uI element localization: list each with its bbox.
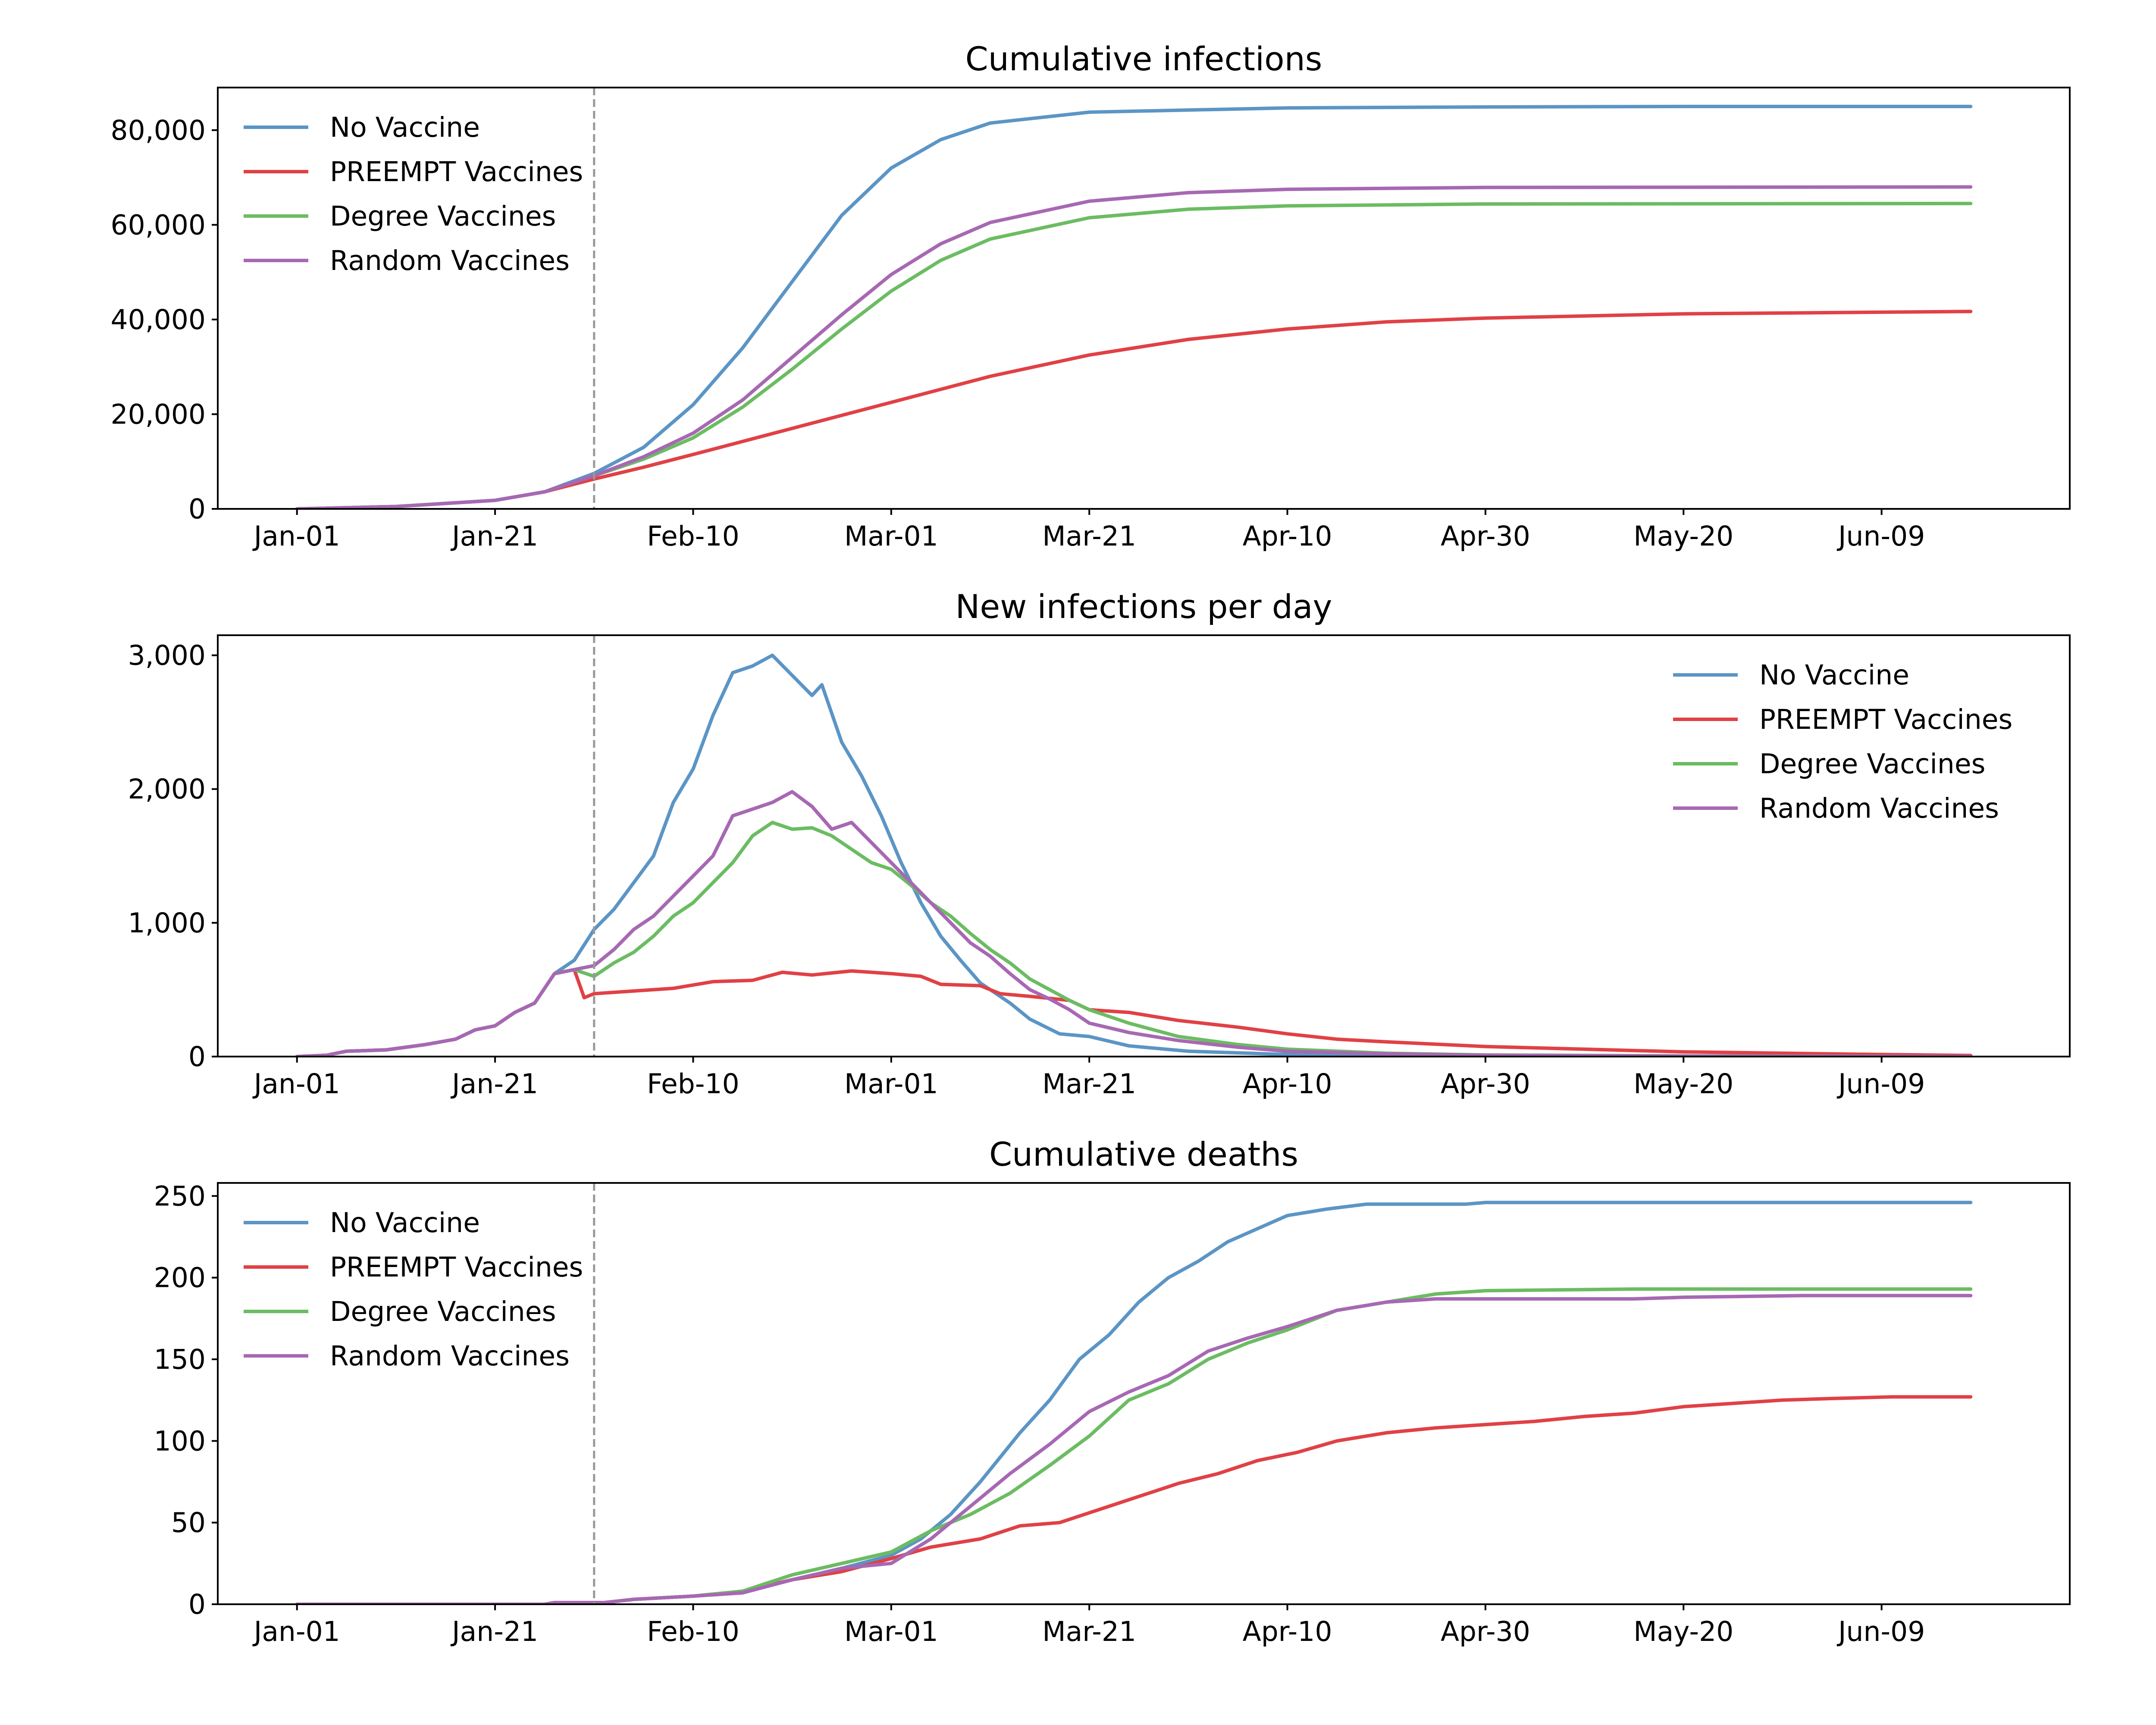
y-tick-label: 0 [188, 1589, 206, 1620]
y-tick-label: 2,000 [128, 774, 206, 805]
chart-title: New infections per day [955, 587, 1332, 626]
x-tick-label: Apr-10 [1243, 1616, 1332, 1647]
y-tick-label: 250 [154, 1180, 206, 1212]
x-tick-label: Jun-09 [1836, 1616, 1925, 1647]
legend-label-random-vaccines: Random Vaccines [330, 1340, 570, 1372]
x-tick-label: Mar-01 [844, 1616, 938, 1647]
y-tick-label: 100 [154, 1425, 206, 1457]
x-tick-label: May-20 [1633, 521, 1733, 552]
plot-frame [217, 634, 2071, 1057]
x-tick-label: Jan-01 [252, 1616, 340, 1647]
x-tick-label: Jan-01 [252, 521, 340, 552]
y-tick-label: 150 [154, 1344, 206, 1375]
legend-label-no-vaccine: No Vaccine [330, 1207, 480, 1239]
x-tick-label: Apr-30 [1441, 1068, 1530, 1100]
x-tick-label: Apr-30 [1441, 1616, 1530, 1647]
x-tick-label: Mar-01 [844, 521, 938, 552]
series-line-degree-vaccines [295, 821, 1973, 1057]
x-tick-label: Feb-10 [647, 1068, 739, 1100]
legend-label-preempt-vaccines: PREEMPT Vaccines [330, 156, 583, 188]
legend-label-degree-vaccines: Degree Vaccines [1759, 748, 1985, 780]
series-line-no-vaccine [295, 653, 1973, 1057]
x-tick-label: Feb-10 [647, 1616, 739, 1647]
x-tick-label: Jan-01 [252, 1068, 340, 1100]
y-tick-label: 0 [188, 493, 206, 525]
series-line-preempt-vaccines [295, 1395, 1973, 1604]
x-tick-label: Feb-10 [647, 521, 739, 552]
x-tick-label: Apr-10 [1243, 521, 1332, 552]
legend-label-degree-vaccines: Degree Vaccines [330, 201, 556, 232]
y-tick-label: 3,000 [128, 640, 206, 671]
legend-label-preempt-vaccines: PREEMPT Vaccines [330, 1251, 583, 1283]
x-tick-label: May-20 [1633, 1616, 1733, 1647]
legend-label-random-vaccines: Random Vaccines [1759, 793, 1999, 824]
x-tick-label: Jun-09 [1836, 1068, 1925, 1100]
x-tick-label: Mar-01 [844, 1068, 938, 1100]
x-tick-label: Jan-21 [450, 1068, 538, 1100]
series-line-degree-vaccines [295, 1287, 1973, 1604]
chart-title: Cumulative infections [965, 40, 1322, 78]
chart-panel-3: Cumulative deaths Jan-01 Jan-21 Feb-10 Mar-0… [154, 1135, 2071, 1647]
plot-frame [217, 1182, 2071, 1605]
y-tick-label: 20,000 [111, 398, 206, 430]
legend-label-no-vaccine: No Vaccine [330, 112, 480, 143]
y-tick-label: 60,000 [111, 209, 206, 241]
legend: No Vaccine PREEMPT Vaccines Degree Vaccine… [244, 1207, 583, 1372]
y-tick-label: 50 [171, 1507, 206, 1539]
x-tick-label: Mar-21 [1042, 1068, 1136, 1100]
x-tick-label: Apr-30 [1441, 521, 1530, 552]
series-line-random-vaccines [295, 790, 1973, 1057]
legend-label-random-vaccines: Random Vaccines [330, 245, 570, 276]
legend: No Vaccine PREEMPT Vaccines Degree Vaccine… [244, 112, 583, 276]
legend-label-preempt-vaccines: PREEMPT Vaccines [1759, 704, 2012, 735]
y-tick-label: 1,000 [128, 907, 206, 939]
plot-frame [217, 87, 2071, 510]
series-line-random-vaccines [295, 185, 1973, 509]
x-tick-label: Mar-21 [1042, 521, 1136, 552]
series-line-random-vaccines [295, 1294, 1973, 1604]
chart-title: Cumulative deaths [989, 1135, 1298, 1173]
x-tick-label: Mar-21 [1042, 1616, 1136, 1647]
chart-panel-1: Cumulative infections Jan-01 Jan-21 Feb-10 M… [111, 40, 2071, 552]
chart-panel-2: New infections per day Jan-01 Jan-21 Feb-10… [128, 587, 2071, 1100]
legend-label-no-vaccine: No Vaccine [1759, 659, 1909, 691]
series-line-preempt-vaccines [295, 310, 1973, 509]
legend-label-degree-vaccines: Degree Vaccines [330, 1296, 556, 1327]
y-tick-label: 40,000 [111, 304, 206, 336]
legend: No Vaccine PREEMPT Vaccines Degree Vaccine… [1673, 659, 2012, 824]
y-tick-label: 80,000 [111, 115, 206, 146]
y-tick-label: 0 [188, 1041, 206, 1073]
x-tick-label: Apr-10 [1243, 1068, 1332, 1100]
x-tick-label: Jan-21 [450, 1616, 538, 1647]
y-tick-label: 200 [154, 1262, 206, 1294]
x-tick-label: Jun-09 [1836, 521, 1925, 552]
x-tick-label: Jan-21 [450, 521, 538, 552]
x-tick-label: May-20 [1633, 1068, 1733, 1100]
